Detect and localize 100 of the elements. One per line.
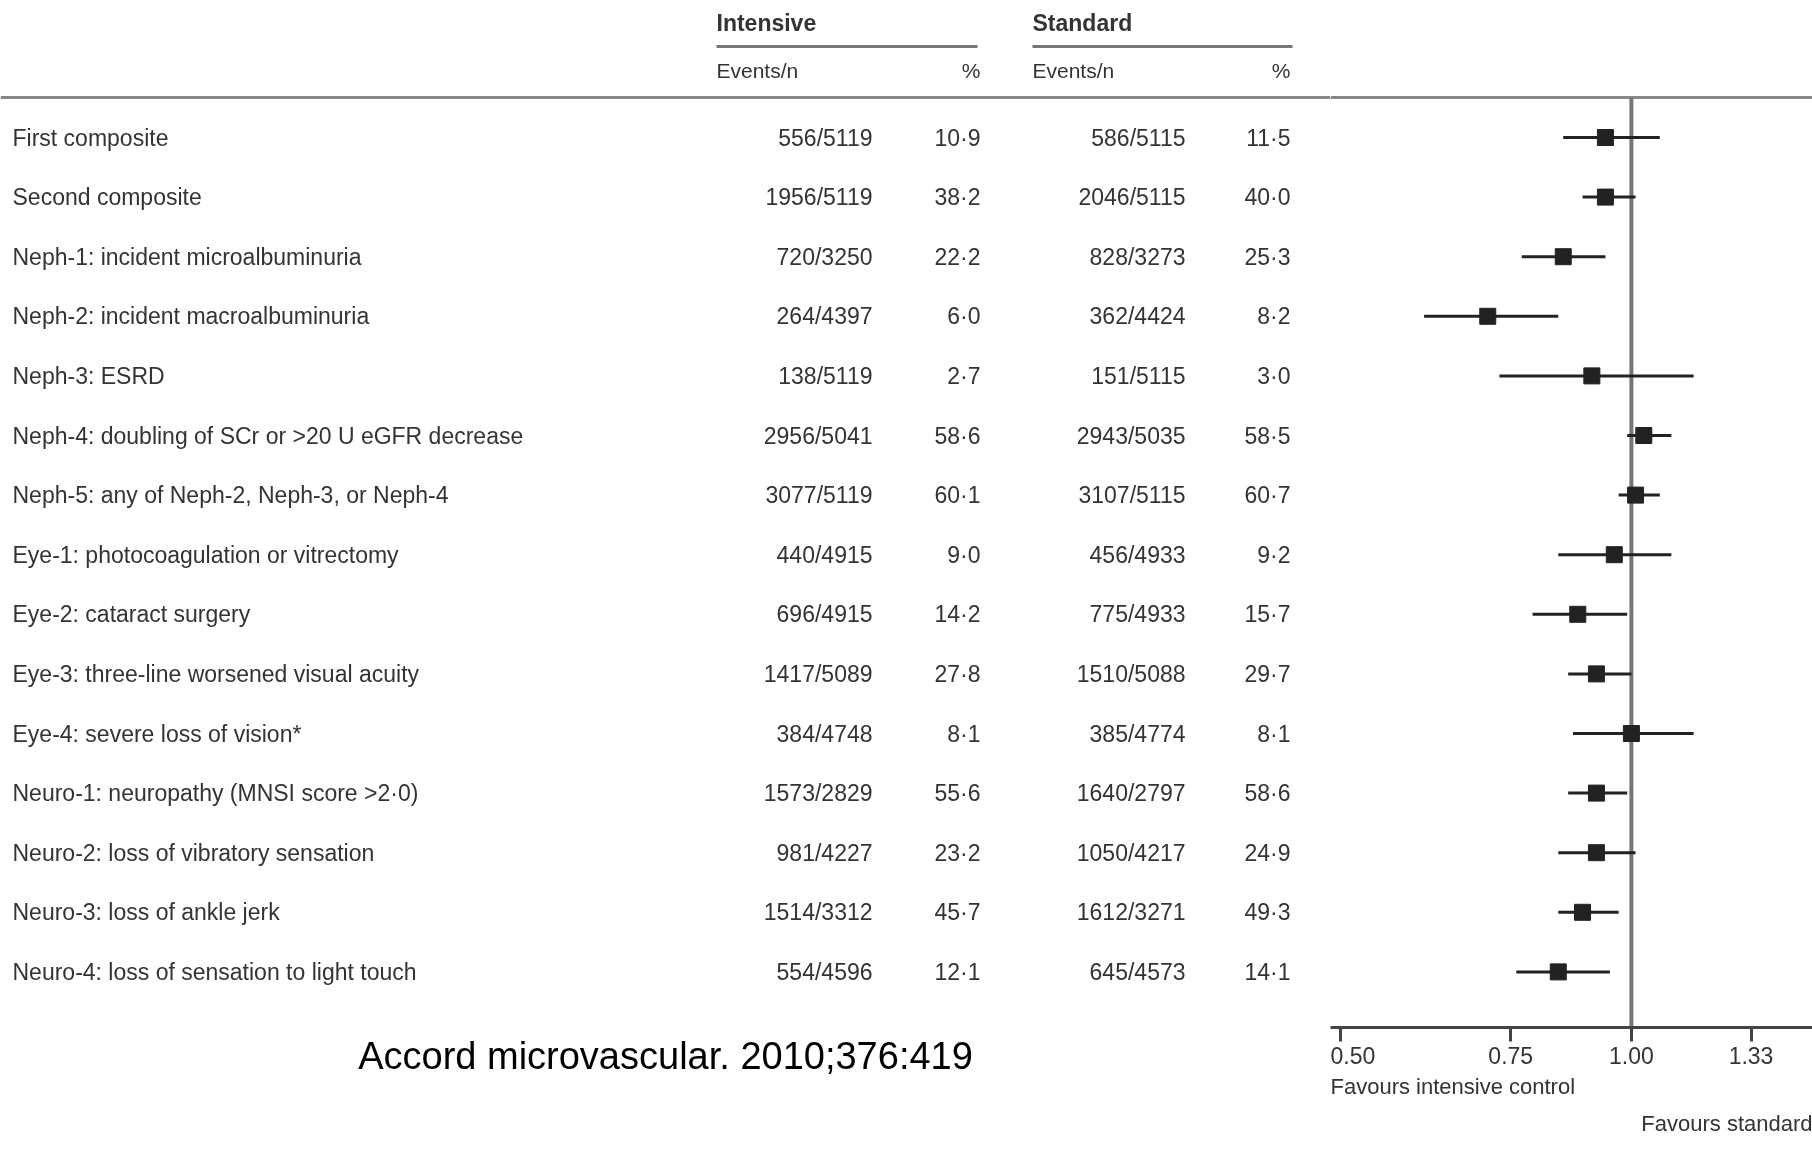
text: 22·2	[934, 243, 981, 270]
text: Events/n	[1032, 59, 1115, 82]
text: Intensive	[716, 9, 817, 36]
text: 10·9	[934, 124, 981, 151]
x-tick-label: 0.75	[1488, 1042, 1534, 1069]
point	[1627, 486, 1645, 504]
category-label: Neuro-4: loss of sensation to light touch	[12, 958, 417, 985]
text: 720/3250	[776, 243, 873, 270]
text: 29·7	[1244, 660, 1291, 687]
text: 2956/5041	[763, 422, 873, 449]
text: 60·7	[1244, 482, 1291, 509]
category-label: Neph-5: any of Neph-2, Neph-3, or Neph-4	[12, 482, 449, 509]
text: 264/4397	[776, 303, 873, 330]
x-tick-label: 1.33	[1728, 1042, 1774, 1069]
text: 58·6	[934, 422, 981, 449]
category-label: First composite	[12, 124, 169, 151]
text: 151/5115	[1091, 362, 1186, 389]
text: 586/5115	[1091, 124, 1186, 151]
point	[1587, 784, 1605, 802]
point	[1605, 546, 1623, 564]
text: 8·1	[947, 720, 981, 747]
text: Favours intensive control	[1330, 1073, 1576, 1099]
text: 9·2	[1257, 541, 1291, 568]
point	[1549, 963, 1567, 981]
x-tick-label: 0.50	[1330, 1042, 1376, 1069]
text: 645/4573	[1089, 958, 1186, 985]
category-label: Neuro-3: loss of ankle jerk	[12, 899, 281, 926]
category-label: Eye-4: severe loss of vision*	[12, 720, 302, 747]
text: Favours standard	[1641, 1110, 1812, 1136]
text: 1514/3312	[763, 899, 873, 926]
text: 362/4424	[1089, 303, 1186, 330]
text: 1956/5119	[765, 184, 873, 211]
text: 384/4748	[776, 720, 873, 747]
text: Accord microvascular. 2010;376:419	[358, 1034, 973, 1077]
text: 55·6	[934, 780, 981, 807]
text: 15·7	[1244, 601, 1291, 628]
text: 1417/5089	[763, 660, 873, 687]
text: 1612/3271	[1076, 899, 1186, 926]
text: 1050/4217	[1076, 839, 1186, 866]
text: 49·3	[1244, 899, 1291, 926]
text: %	[1271, 59, 1291, 82]
text: 1573/2829	[763, 780, 873, 807]
category-label: Neuro-2: loss of vibratory sensation	[12, 839, 375, 866]
point	[1554, 248, 1572, 266]
category-label: Neph-3: ESRD	[12, 362, 165, 389]
text: %	[961, 59, 981, 82]
text: 9·0	[947, 541, 981, 568]
text: 14·2	[934, 601, 981, 628]
point	[1587, 665, 1605, 683]
text: 2943/5035	[1076, 422, 1186, 449]
text: 38·2	[934, 184, 981, 211]
text: 696/4915	[776, 601, 873, 628]
point	[1635, 427, 1653, 444]
point	[1622, 725, 1640, 742]
point	[1596, 129, 1614, 146]
text: 40·0	[1244, 184, 1291, 211]
text: 14·1	[1244, 958, 1291, 985]
text: 2046/5115	[1078, 184, 1186, 211]
text: 6·0	[947, 303, 981, 330]
text: 3107/5115	[1078, 482, 1186, 509]
text: 60·1	[934, 482, 981, 509]
text: 981/4227	[776, 839, 873, 866]
text: 2·7	[947, 362, 981, 389]
text: 440/4915	[776, 541, 873, 568]
text: 23·2	[934, 839, 981, 866]
text: 1640/2797	[1076, 780, 1186, 807]
text: 3·0	[1257, 362, 1291, 389]
text: 27·8	[934, 660, 981, 687]
category-label: Neuro-1: neuropathy (MNSI score >2·0)	[12, 780, 419, 807]
text: 24·9	[1244, 839, 1291, 866]
category-label: Second composite	[12, 184, 202, 211]
text: 385/4774	[1089, 720, 1186, 747]
point	[1574, 903, 1592, 921]
text: 828/3273	[1089, 243, 1186, 270]
text: 25·3	[1244, 243, 1291, 270]
category-label: Neph-1: incident microalbuminuria	[12, 243, 362, 270]
point	[1596, 188, 1614, 206]
text: 11·5	[1246, 124, 1291, 151]
category-label: Neph-2: incident macroalbuminuria	[12, 303, 370, 330]
text: 8·1	[1257, 720, 1291, 747]
text: 58·5	[1244, 422, 1291, 449]
point	[1569, 605, 1587, 623]
text: 554/4596	[776, 958, 873, 985]
text: 138/5119	[778, 362, 873, 389]
text: 456/4933	[1089, 541, 1186, 568]
category-label: Eye-2: cataract surgery	[12, 601, 251, 628]
text: 58·6	[1244, 780, 1291, 807]
text: Standard	[1032, 9, 1133, 36]
text: 1510/5088	[1076, 660, 1186, 687]
text: 556/5119	[778, 124, 873, 151]
category-label: Eye-3: three-line worsened visual acuity	[12, 660, 420, 687]
text: 775/4933	[1089, 601, 1186, 628]
x-tick-label: 1.00	[1609, 1042, 1654, 1069]
point	[1583, 367, 1601, 385]
text: 3077/5119	[765, 482, 873, 509]
text: 12·1	[934, 958, 981, 985]
category-label: Neph-4: doubling of SCr or >20 U eGFR decrease	[12, 422, 524, 449]
category-label: Eye-1: photocoagulation or vitrectomy	[12, 541, 400, 568]
text: 8·2	[1257, 303, 1291, 330]
text: Events/n	[716, 59, 799, 82]
